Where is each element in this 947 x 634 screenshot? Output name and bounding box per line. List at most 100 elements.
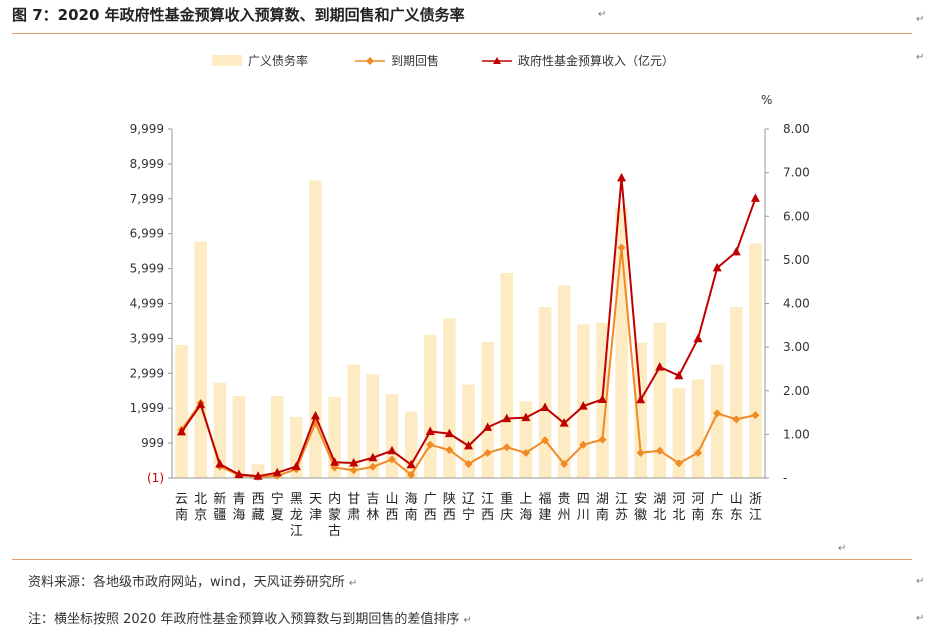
left-tick-label: 999 [141,436,164,450]
category-label-广西: 广西 [424,492,437,523]
bar-吉林 [366,374,380,478]
left-tick-label: 1,999 [130,401,164,415]
footer-rule [12,559,912,560]
category-label-陕西: 陕西 [443,492,456,523]
point-fund-revenue-湖北 [655,361,665,371]
point-fund-revenue-陕西 [444,428,454,438]
point-maturity-湖南 [598,435,607,444]
category-labels: 云南北京新疆青海西藏宁夏黑龙江天津内蒙古甘肃吉林山西海南广西陕西辽宁江西重庆上海… [175,491,762,539]
left-tick-label: 8,999 [130,157,164,171]
category-label-新疆: 新疆 [213,491,226,523]
right-tick-label: 4.00 [783,297,810,311]
right-tick-label: - [783,471,787,485]
legend-swatch-bar [212,55,242,66]
category-label-贵州: 贵州 [558,492,571,523]
point-maturity-重庆 [502,443,511,452]
left-tick-label: 3,999 [130,331,164,345]
paragraph-mark-icon: ↵ [916,613,925,624]
category-label-西藏: 西藏 [252,492,265,523]
left-tick-label: (1) [147,471,164,485]
paragraph-mark-icon: ↵ [916,576,925,587]
bar-series [175,180,762,479]
category-label-江西: 江西 [481,492,494,523]
bar-青海 [232,395,246,478]
paragraph-mark-icon: ↵ [916,52,925,63]
point-maturity-陕西 [445,446,454,455]
title-rule [12,33,912,34]
category-label-宁夏: 宁夏 [271,491,284,523]
right-tick-label: 1.00 [783,427,810,441]
left-tick-label: 2,999 [130,366,164,380]
bar-广东 [710,364,724,478]
bar-浙江 [749,243,762,478]
point-fund-revenue-福建 [540,402,550,411]
point-maturity-江西 [483,448,492,457]
point-maturity-贵州 [560,460,569,469]
bar-陕西 [443,318,456,478]
point-fund-revenue-重庆 [502,413,512,423]
category-label-海南: 海南 [405,492,418,523]
bar-湖北 [653,322,667,478]
bar-云南 [175,344,188,478]
left-tick-label: 5,999 [130,262,164,276]
bar-安徽 [634,342,647,478]
point-fund-revenue-山东 [731,246,741,256]
bar-北京 [194,241,208,478]
point-maturity-甘肃 [349,466,358,475]
point-fund-revenue-西藏 [253,471,263,480]
bar-辽宁 [462,384,475,478]
right-axis-unit: % [761,93,772,107]
bar-重庆 [500,272,514,478]
right-tick-label: 2.00 [783,384,810,398]
footnote: 注：横坐标按照 2020 年政府性基金预算收入预算数与到期回售的差值排序 ↵ [28,612,472,627]
point-maturity-广东 [713,409,722,418]
category-label-云南: 云南 [175,492,188,523]
point-fund-revenue-北京 [196,399,206,409]
figure-title: 图 7：2020 年政府性基金预算收入预算数、到期回售和广义债务率 [12,6,465,24]
point-fund-revenue-新疆 [215,459,225,468]
point-fund-revenue-上海 [521,412,531,422]
category-label-山东: 山东 [730,492,743,523]
point-fund-revenue-青海 [234,469,244,478]
point-fund-revenue-辽宁 [464,440,473,450]
point-maturity-广西 [426,440,435,449]
line-series [177,172,760,481]
point-fund-revenue-甘肃 [349,457,359,467]
point-maturity-河北 [674,459,683,468]
point-maturity-江苏 [617,243,626,252]
category-label-山西: 山西 [385,492,398,523]
point-fund-revenue-海南 [406,459,416,469]
point-fund-revenue-山西 [387,445,397,455]
category-label-四川: 四川 [577,492,590,523]
legend-orange-marker [366,57,374,65]
legend-label-red-line: 政府性基金预算收入（亿元） [518,53,674,68]
point-maturity-福建 [541,436,550,445]
right-tick-label: 6.00 [783,209,810,223]
point-fund-revenue-云南 [177,426,187,436]
point-maturity-湖北 [655,446,664,455]
point-fund-revenue-黑龙江 [291,461,301,470]
category-label-北京: 北京 [194,492,207,523]
bar-山东 [729,306,743,478]
category-label-辽宁: 辽宁 [462,492,475,523]
left-tick-label: 6,999 [130,227,164,241]
point-maturity-河南 [694,448,703,457]
point-fund-revenue-江苏 [617,172,627,182]
right-tick-label: 8.00 [783,122,810,136]
category-label-湖南: 湖南 [596,492,609,523]
category-label-江苏: 江苏 [615,492,628,523]
point-maturity-四川 [579,440,588,449]
category-label-重庆: 重庆 [500,491,513,523]
point-fund-revenue-河南 [693,333,703,343]
left-axis-ticks: (1) 999 1,999 2,999 3,999 4,999 5,999 6,999 7,99… [130,122,172,485]
right-tick-label: 5.00 [783,253,810,267]
point-fund-revenue-广西 [425,426,435,436]
source-note: 资料来源：各地级市政府网站，wind，天风证券研究所 ↵ [28,575,358,590]
right-tick-label: 7.00 [783,166,810,180]
bar-天津 [309,180,322,479]
point-maturity-上海 [521,448,530,457]
point-fund-revenue-宁夏 [272,467,282,477]
point-maturity-浙江 [751,411,760,420]
category-label-青海: 青海 [232,492,245,523]
point-maturity-海南 [407,470,416,479]
